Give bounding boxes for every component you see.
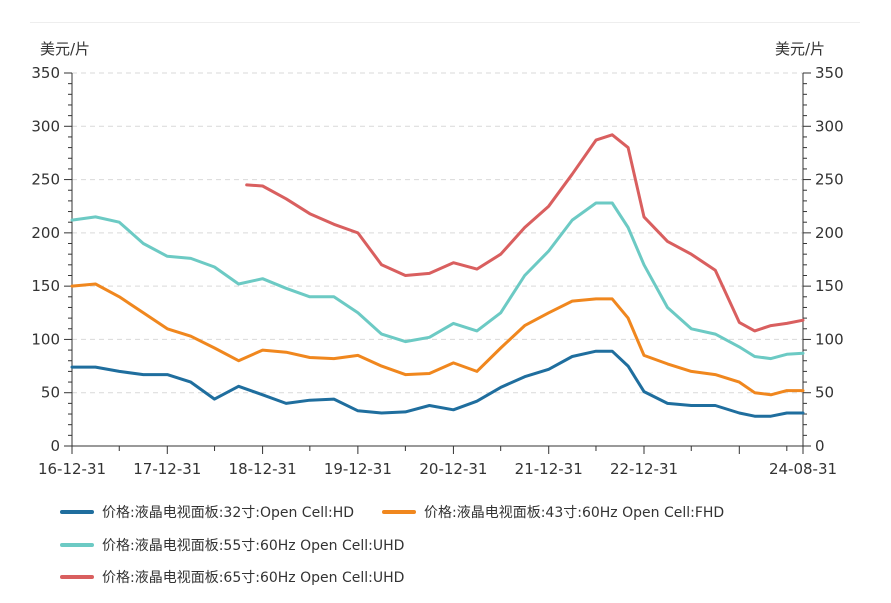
legend-swatch-65-inch (60, 575, 94, 579)
y-tick-label-right: 200 (815, 224, 844, 242)
legend-swatch-32-inch (60, 510, 94, 514)
x-tick-label: 19-12-31 (324, 460, 392, 478)
y-tick-label-right: 0 (815, 437, 825, 455)
x-tick-label: 21-12-31 (515, 460, 583, 478)
y-tick-label-left: 250 (31, 171, 60, 189)
y-tick-label-right: 100 (815, 330, 844, 348)
series-line-2 (70, 201, 805, 361)
y-tick-label-right: 150 (815, 277, 844, 295)
y-tick-label-left: 200 (31, 224, 60, 242)
x-tick-label: 24-08-31 (769, 460, 837, 478)
legend-swatch-55-inch (60, 543, 94, 547)
legend-item-65-inch[interactable]: 价格:液晶电视面板:65寸:60Hz Open Cell:UHD (60, 567, 404, 587)
y-tick-label-right: 50 (815, 384, 834, 402)
y-tick-label-right: 250 (815, 171, 844, 189)
right-axis-unit: 美元/片 (775, 40, 826, 58)
legend-item-32-inch[interactable]: 价格:液晶电视面板:32寸:Open Cell:HD (60, 502, 354, 522)
x-tick-label: 17-12-31 (133, 460, 201, 478)
top-divider (30, 22, 860, 23)
legend-swatch-43-inch (382, 510, 416, 514)
series-line-0 (70, 349, 805, 418)
x-tick-label: 16-12-31 (38, 460, 106, 478)
x-tick-label: 22-12-31 (610, 460, 678, 478)
legend-label-55-inch: 价格:液晶电视面板:55寸:60Hz Open Cell:UHD (102, 538, 405, 554)
series-line-3 (245, 133, 805, 333)
y-tick-label-left: 100 (31, 330, 60, 348)
y-tick-label-left: 150 (31, 277, 60, 295)
legend-row-1: 价格:液晶电视面板:32寸:Open Cell:HD 价格:液晶电视面板:43寸… (60, 502, 724, 522)
left-axis-unit: 美元/片 (40, 40, 91, 58)
y-tick-label-left: 50 (41, 384, 60, 402)
y-tick-label-left: 350 (31, 64, 60, 82)
y-tick-label-left: 300 (31, 117, 60, 135)
y-tick-label-right: 350 (815, 64, 844, 82)
legend-row-3: 价格:液晶电视面板:65寸:60Hz Open Cell:UHD (60, 567, 404, 587)
legend-item-55-inch[interactable]: 价格:液晶电视面板:55寸:60Hz Open Cell:UHD (60, 535, 404, 555)
legend-label-43-inch: 价格:液晶电视面板:43寸:60Hz Open Cell:FHD (424, 505, 725, 521)
y-tick-label-left: 0 (50, 437, 60, 455)
legend-label-65-inch: 价格:液晶电视面板:65寸:60Hz Open Cell:UHD (102, 570, 405, 586)
legend-label-32-inch: 价格:液晶电视面板:32寸:Open Cell:HD (102, 505, 354, 521)
legend-row-2: 价格:液晶电视面板:55寸:60Hz Open Cell:UHD (60, 535, 404, 555)
y-tick-label-right: 300 (815, 117, 844, 135)
series-line-1 (70, 282, 805, 397)
x-tick-label: 18-12-31 (229, 460, 297, 478)
legend-item-43-inch[interactable]: 价格:液晶电视面板:43寸:60Hz Open Cell:FHD (382, 502, 724, 522)
x-tick-label: 20-12-31 (419, 460, 487, 478)
